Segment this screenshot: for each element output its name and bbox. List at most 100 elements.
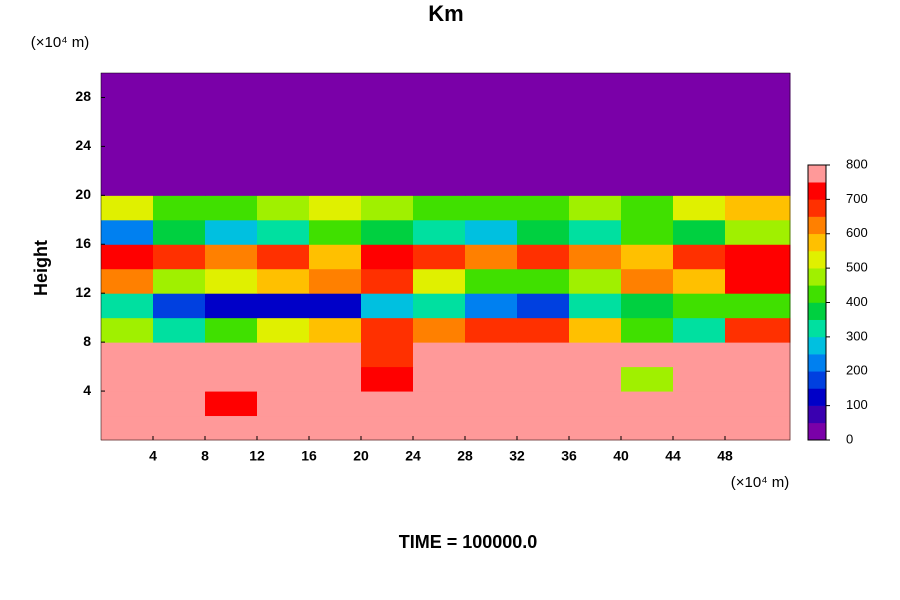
heat-cell [569,415,622,441]
heat-cell [309,293,362,319]
colorbar-swatch [808,354,826,372]
colorbar-swatch [808,388,826,406]
heat-cell [413,342,466,368]
heat-cell [101,268,154,294]
heat-cell [257,293,310,319]
heat-cell [361,219,414,245]
colorbar-swatch [808,302,826,320]
heat-cell [205,170,258,196]
heat-cell [413,391,466,417]
heat-cell [205,342,258,368]
heat-cell [257,219,310,245]
x-tick-label: 12 [249,448,265,464]
y-tick-label: 20 [75,186,91,202]
x-tick-label: 28 [457,448,473,464]
heat-cell [673,97,726,123]
heat-cell [517,195,570,221]
heat-cell [257,415,310,441]
heat-cell [569,391,622,417]
heat-cell [569,73,622,98]
heat-cell [673,244,726,270]
heat-cell [153,415,206,441]
colorbar-tick-label: 600 [846,225,868,240]
x-unit-label: (×10⁴ m) [731,474,790,491]
heat-cell [517,293,570,319]
heat-cell [569,244,622,270]
heat-cell [465,73,518,98]
heat-cell [673,146,726,172]
heat-cell [621,268,674,294]
heat-cell [257,366,310,392]
heat-cell [361,391,414,417]
footer: TIME = 100000.0 [399,532,538,552]
heat-cell [153,244,206,270]
heat-cell [257,391,310,417]
heat-cell [257,342,310,368]
heat-cell [413,170,466,196]
heat-cell [517,219,570,245]
heat-cell [413,97,466,123]
heat-cell [309,268,362,294]
heat-cell [673,293,726,319]
heat-cell [673,391,726,417]
heat-cell [621,244,674,270]
colorbar-swatch [808,182,826,200]
heat-cell [569,219,622,245]
heat-cell [309,121,362,147]
heat-cell [621,219,674,245]
heat-cell [153,219,206,245]
heat-cell [621,170,674,196]
heat-cell [361,121,414,147]
colorbar-tick-label: 300 [846,328,868,343]
heat-cell [465,391,518,417]
heat-cell [361,146,414,172]
heat-cell [621,317,674,343]
x-tick-label: 20 [353,448,369,464]
heat-cell [673,195,726,221]
colorbar-swatch [808,371,826,389]
heat-cell [465,170,518,196]
heat-cell [205,268,258,294]
heat-cell [569,366,622,392]
heat-cell [465,268,518,294]
y-unit-label: (×10⁴ m) [31,34,90,51]
heat-cell [725,342,791,368]
heat-cell [673,342,726,368]
y-tick-label: 28 [75,88,91,104]
heat-cell [413,317,466,343]
heat-cell [101,317,154,343]
heat-cell [309,391,362,417]
y-tick-label: 8 [83,333,91,349]
heat-cell [725,97,791,123]
heat-cell [257,73,310,98]
heat-cell [101,146,154,172]
heat-cell [309,317,362,343]
heat-cell [621,366,674,392]
colorbar-swatch [808,199,826,217]
colorbar-tick-label: 400 [846,294,868,309]
colorbar-swatch [808,250,826,269]
heat-cell [153,342,206,368]
heat-cell [413,293,466,319]
y-tick-label: 24 [75,137,91,153]
heat-cell [205,195,258,221]
heat-cell [465,366,518,392]
heat-cell [621,121,674,147]
heat-cell [517,73,570,98]
heat-cell [413,195,466,221]
x-tick-label: 4 [149,448,157,464]
heat-cell [413,415,466,441]
heat-cell [205,415,258,441]
heat-cell [361,97,414,123]
heat-cell [413,146,466,172]
heat-cell [153,391,206,417]
heat-cell [361,268,414,294]
heat-cell [361,415,414,441]
colorbar-swatch [808,405,826,424]
heat-cell [413,73,466,98]
colorbar-swatch [808,165,826,183]
heat-cell [725,366,791,392]
heat-cell [153,170,206,196]
heat-cell [673,73,726,98]
heat-cell [153,317,206,343]
